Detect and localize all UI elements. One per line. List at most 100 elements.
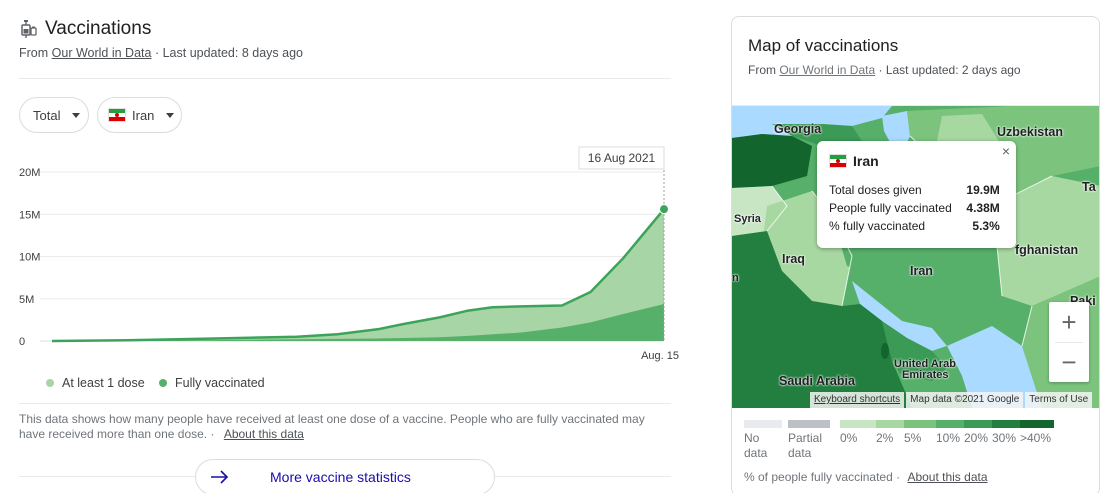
- x-tick-label: Aug. 15: [641, 350, 679, 362]
- terms-of-use-link[interactable]: Terms of Use: [1025, 392, 1093, 408]
- y-axis-ticks: 0 5M 10M 15M 20M: [19, 167, 40, 348]
- scale-item: 20%: [964, 420, 992, 461]
- scale-label: No: [744, 431, 760, 445]
- tooltip-row-label: People fully vaccinated: [829, 201, 952, 215]
- map-card: Map of vaccinations From Our World in Da…: [731, 16, 1100, 493]
- map-data-credit: Map data ©2021 Google: [906, 392, 1024, 408]
- map-label-uzbekistan: Uzbekistan: [997, 125, 1063, 139]
- data-note: This data shows how many people have rec…: [19, 412, 645, 441]
- scale-label: 0%: [840, 431, 858, 445]
- more-button-label: More vaccine statistics: [270, 469, 411, 485]
- map-label-uae-line2: Emirates: [902, 369, 949, 381]
- map-about-data-link[interactable]: About this data: [907, 470, 988, 484]
- scale-item: 30%: [992, 420, 1020, 461]
- series-line-at-least-one-dose: [51, 208, 665, 343]
- map-label-georgia: Georgia: [774, 122, 822, 136]
- zoom-controls: + −: [1049, 302, 1089, 382]
- close-icon[interactable]: ×: [1001, 143, 1010, 159]
- keyboard-shortcuts-link[interactable]: Keyboard shortcuts: [810, 392, 905, 408]
- map-source-line: From Our World in Data · Last updated: 2…: [748, 63, 1021, 77]
- note-text: This data shows how many people have rec…: [19, 412, 645, 441]
- date-tooltip-label: 16 Aug 2021: [588, 151, 656, 165]
- country-dropdown-label: Iran: [132, 107, 155, 123]
- header-divider: [19, 78, 671, 79]
- legend-dot: [159, 379, 167, 387]
- region-turkey: [732, 134, 812, 188]
- legend-fully-vaccinated: Fully vaccinated: [159, 376, 265, 390]
- map-label-afghanistan: fghanistan: [1015, 243, 1079, 257]
- scale-label: 5%: [904, 431, 922, 445]
- chart-areas: [51, 208, 665, 343]
- scale-swatch: [964, 420, 992, 428]
- about-data-link[interactable]: About this data: [223, 427, 304, 441]
- water-persian-gulf: [852, 281, 947, 351]
- source-link[interactable]: Our World in Data: [51, 46, 152, 60]
- panel-header: Vaccinations: [19, 18, 151, 40]
- scale-item: >40%: [1020, 420, 1054, 461]
- scale-label: 30%: [992, 431, 1017, 445]
- map-divider: [732, 105, 1099, 106]
- tooltip-header: Iran: [829, 153, 879, 169]
- legend-label: Fully vaccinated: [175, 376, 265, 390]
- zoom-out-button[interactable]: −: [1061, 346, 1077, 377]
- map-label-iraq: Iraq: [782, 252, 805, 266]
- y-tick-label: 0: [19, 336, 25, 348]
- zoom-separator: [1055, 342, 1083, 343]
- source-line: From Our World in Data · Last updated: 8…: [19, 46, 303, 60]
- scale-item: 5%: [904, 420, 936, 461]
- scale-label: 10%: [936, 431, 961, 445]
- map-source-prefix: From: [748, 63, 776, 77]
- scale-label: data: [744, 446, 768, 460]
- map-label-n: n: [732, 272, 739, 284]
- legend-dot: [46, 379, 54, 387]
- scale-swatch: [1020, 420, 1054, 428]
- country-dropdown[interactable]: Iran: [97, 97, 182, 133]
- tooltip-row-label: Total doses given: [829, 183, 922, 197]
- series-area-at-least-one-dose: [52, 209, 664, 341]
- region-syria: [732, 186, 787, 236]
- chart-marker: 16 Aug 2021: [578, 146, 669, 341]
- tooltip-row: % fully vaccinated 5.3%: [829, 217, 1000, 235]
- iran-flag-icon: [108, 108, 126, 122]
- map-attribution: Keyboard shortcuts Map data ©2021 Google…: [810, 392, 1094, 408]
- tooltip-country: Iran: [853, 153, 879, 169]
- map-footer-text: % of people fully vaccinated ·: [744, 470, 901, 484]
- legend-at-least-one-dose: At least 1 dose: [46, 376, 145, 390]
- more-vaccine-statistics-button[interactable]: More vaccine statistics: [195, 459, 495, 493]
- last-updated: · Last updated: 8 days ago: [154, 46, 303, 60]
- hover-point: [659, 204, 669, 215]
- syringe-icon: [19, 19, 37, 39]
- metric-dropdown[interactable]: Total: [19, 97, 89, 133]
- region-uae: [882, 321, 947, 381]
- scale-label: Partial: [788, 431, 823, 445]
- vaccinations-panel: Vaccinations From Our World in Data · La…: [0, 18, 700, 493]
- scale-swatch: [936, 420, 964, 428]
- scale-label: data: [788, 446, 812, 460]
- scale-item: 0%: [840, 420, 876, 461]
- tooltip-row: People fully vaccinated 4.38M: [829, 199, 1000, 217]
- chevron-down-icon: [166, 112, 175, 118]
- chevron-down-icon: [72, 112, 81, 118]
- map-tooltip: Iran × Total doses given 19.9M People fu…: [817, 141, 1016, 248]
- zoom-in-button[interactable]: +: [1061, 306, 1077, 337]
- tooltip-row-value: 5.3%: [972, 219, 1000, 233]
- scale-swatch: [876, 420, 904, 428]
- date-tooltip-box: [578, 146, 665, 170]
- source-prefix: From: [19, 46, 49, 60]
- map-label-ta: Ta: [1082, 180, 1096, 194]
- vaccination-chart[interactable]: 0 5M 10M 15M 20M 16 Aug 2021 Aug. 15: [0, 140, 700, 368]
- y-tick-label: 15M: [19, 209, 40, 221]
- series-area-fully-vaccinated: [52, 303, 664, 341]
- region-georgia: [772, 124, 862, 146]
- tooltip-row-value: 19.9M: [966, 183, 1000, 197]
- map-title: Map of vaccinations: [748, 36, 899, 55]
- map-label-saudi-arabia: Saudi Arabia: [779, 374, 855, 388]
- scale-item: 2%: [876, 420, 904, 461]
- scale-label: 2%: [876, 431, 894, 445]
- scale-swatch: [904, 420, 936, 428]
- map-source-link[interactable]: Our World in Data: [779, 63, 876, 77]
- region-qatar: [881, 343, 889, 359]
- arrow-right-icon: [211, 470, 229, 484]
- map-footer: % of people fully vaccinated · About thi…: [744, 470, 988, 484]
- map-label-iran: Iran: [910, 264, 933, 278]
